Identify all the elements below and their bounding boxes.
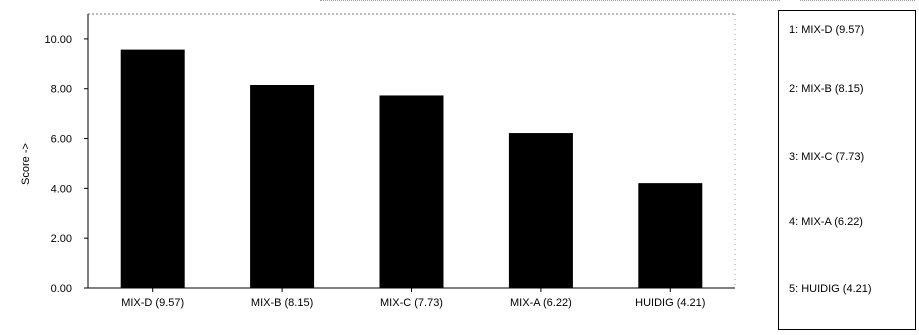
bar — [250, 84, 315, 288]
y-tick-label: 4.00 — [51, 183, 72, 195]
y-axis-title: Score -> — [20, 143, 32, 185]
legend: 1: MIX-D (9.57) 2: MIX-B (8.15) 3: MIX-C (… — [778, 10, 916, 330]
bar — [638, 183, 703, 288]
top-edge-artifact — [800, 0, 915, 3]
x-tick-label: MIX-C (7.73) — [380, 297, 443, 309]
x-tick-label: MIX-D (9.57) — [121, 297, 184, 309]
top-edge-artifact — [320, 0, 780, 3]
y-tick-label: 6.00 — [51, 134, 72, 146]
legend-item: 3: MIX-C (7.73) — [789, 151, 865, 163]
legend-item: 2: MIX-B (8.15) — [789, 83, 864, 95]
legend-item: 4: MIX-A (6.22) — [789, 216, 863, 228]
bar-chart: 0.00 2.00 4.00 6.00 8.00 10.00 MIX-D (9.57) MIX… — [20, 13, 736, 309]
x-tick-label: MIX-B (8.15) — [251, 297, 313, 309]
y-tick-label: 0.00 — [51, 283, 72, 295]
bar — [379, 95, 444, 288]
y-tick-label: 10.00 — [44, 34, 72, 46]
y-tick-label: 8.00 — [51, 84, 72, 96]
bar — [120, 49, 185, 289]
legend-item: 1: MIX-D (9.57) — [789, 24, 865, 36]
x-tick-label: HUIDIG (4.21) — [635, 297, 705, 309]
legend-item: 5: HUIDIG (4.21) — [789, 283, 872, 295]
x-tick-label: MIX-A (6.22) — [510, 297, 572, 309]
bar — [508, 133, 573, 288]
y-tick-label: 2.00 — [51, 233, 72, 245]
